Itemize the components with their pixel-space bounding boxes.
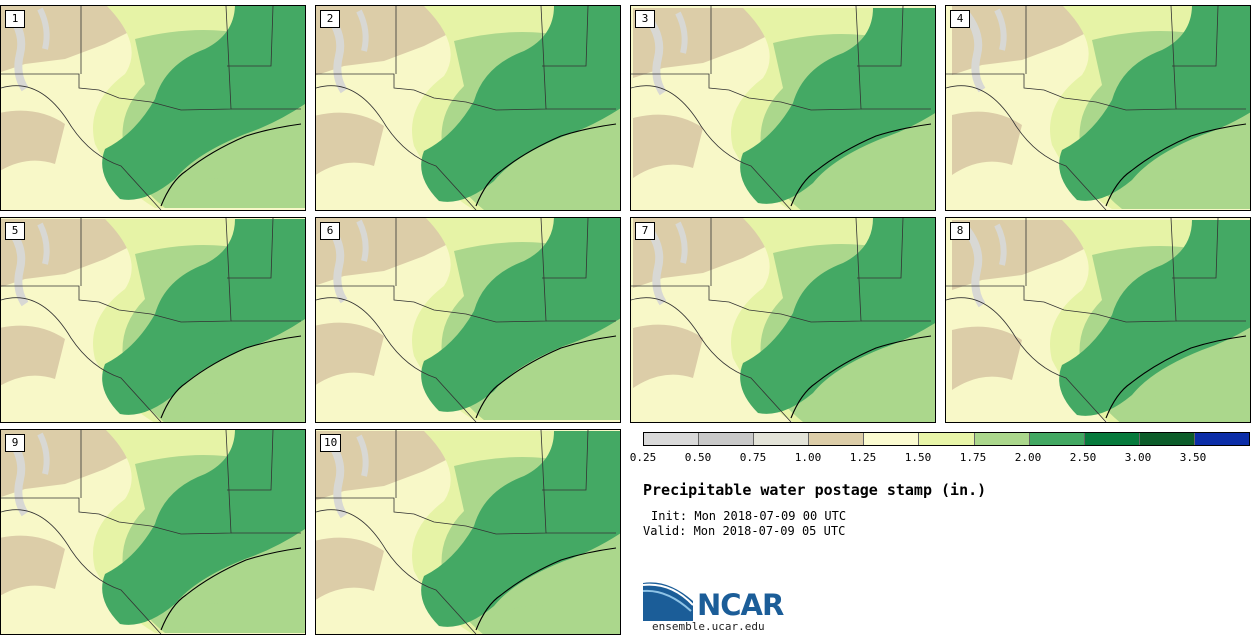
colorbar-tick-label: 3.00 [1124,451,1152,464]
ensemble-member-panel: 5 [0,217,306,423]
plot-title: Precipitable water postage stamp (in.) [643,481,987,499]
colorbar-segment [808,433,864,445]
member-number-label: 6 [320,222,340,240]
member-number-label: 1 [5,10,25,28]
member-number-label: 2 [320,10,340,28]
valid-time: Valid: Mon 2018-07-09 05 UTC [643,524,846,538]
member-number-label: 9 [5,434,25,452]
colorbar-tick-label: 2.00 [1014,451,1042,464]
ensemble-member-panel: 1 [0,5,306,211]
precipitable-water-map [316,218,620,422]
colorbar-segment [918,433,974,445]
ncar-logo-text: NCAR [697,588,784,622]
colorbar-tick-label: 0.25 [629,451,657,464]
precipitable-water-map [1,430,305,634]
colorbar-segment [1193,433,1250,445]
ensemble-member-panel: 2 [315,5,621,211]
ensemble-member-panel: 6 [315,217,621,423]
member-number-label: 10 [320,434,342,452]
ensemble-member-panel: 10 [315,429,621,635]
colorbar-segment [973,433,1029,445]
init-time: Init: Mon 2018-07-09 00 UTC [651,509,847,523]
precipitable-water-map [1,6,305,210]
member-number-label: 7 [635,222,655,240]
colorbar-tick-label: 1.75 [959,451,987,464]
colorbar-segment [1028,433,1084,445]
colorbar-segment [753,433,809,445]
precipitable-water-map [946,6,1250,210]
precipitable-water-map [946,218,1250,422]
colorbar-tick-label: 0.50 [684,451,712,464]
precipitable-water-map [631,6,935,210]
colorbar-segment [1138,433,1194,445]
precipitable-water-colorbar [643,432,1250,446]
colorbar-tick-label: 1.00 [794,451,822,464]
member-number-label: 3 [635,10,655,28]
precipitable-water-map [316,6,620,210]
member-number-label: 4 [950,10,970,28]
member-number-label: 8 [950,222,970,240]
colorbar-segment [863,433,919,445]
colorbar-segment [644,433,699,445]
member-number-label: 5 [5,222,25,240]
colorbar-segment [698,433,754,445]
colorbar-tick-label: 0.75 [739,451,767,464]
ensemble-member-panel: 4 [945,5,1251,211]
website-url[interactable]: ensemble.ucar.edu [652,620,765,633]
ensemble-member-panel: 7 [630,217,936,423]
colorbar-tick-label: 2.50 [1069,451,1097,464]
precipitable-water-map [631,218,935,422]
colorbar-tick-label: 1.50 [904,451,932,464]
ncar-logo-icon [643,582,694,621]
colorbar-segment [1083,433,1139,445]
ensemble-member-panel: 3 [630,5,936,211]
precipitable-water-map [316,430,620,634]
colorbar-tick-label: 1.25 [849,451,877,464]
precipitable-water-map [1,218,305,422]
ensemble-member-panel: 8 [945,217,1251,423]
colorbar-tick-label: 3.50 [1179,451,1207,464]
ensemble-member-panel: 9 [0,429,306,635]
